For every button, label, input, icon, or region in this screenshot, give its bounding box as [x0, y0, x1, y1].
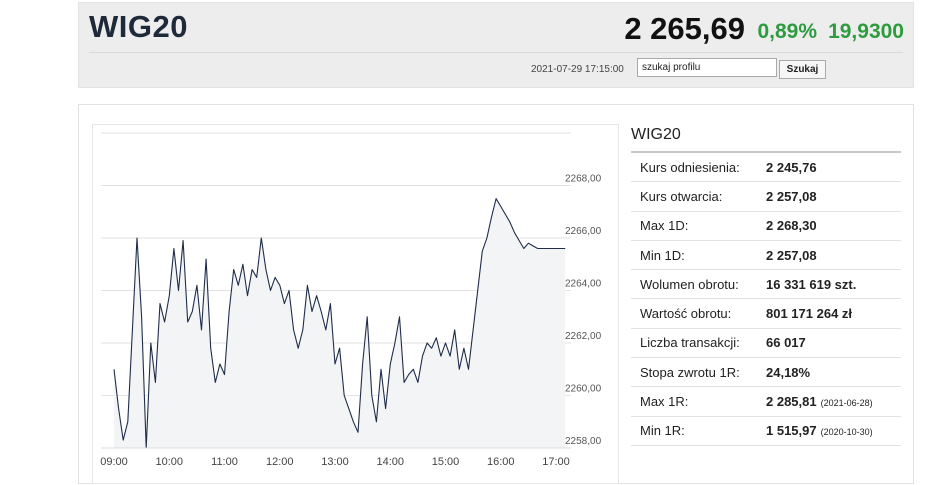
stats-value-text: 16 331 619 szt. — [766, 276, 857, 292]
y-tick-label: 2260,00 — [565, 384, 602, 395]
stats-row: Kurs odniesienia: 2 245,76 — [631, 152, 901, 183]
x-tick-label: 10:00 — [155, 456, 183, 468]
stats-label: Min 1D: — [631, 240, 766, 271]
stats-value-text: 801 171 264 zł — [766, 306, 853, 322]
chart-canvas: 2258,00 2260,00 2262,00 2264,00 2266,00 2268,… — [100, 132, 602, 468]
stats-value-text: 2 245,76 — [766, 159, 817, 175]
x-tick-label: 16:00 — [487, 456, 515, 468]
stats-label: Wolumen obrotu: — [631, 269, 766, 300]
search-profile-input[interactable] — [637, 58, 777, 77]
stats-row: Min 1R: 1 515,97 (2020-10-30) — [631, 416, 901, 446]
stats-row: Liczba transakcji: 66 017 — [631, 328, 901, 359]
stats-label: Kurs otwarcia: — [631, 181, 766, 212]
stats-label: Max 1D: — [631, 211, 766, 241]
stats-label: Stopa zwrotu 1R: — [631, 357, 766, 388]
change-absolute: 19,9300 — [828, 20, 904, 43]
stats-date-note: (2021-06-28) — [820, 398, 873, 409]
stats-label: Min 1R: — [631, 416, 766, 446]
quote-timestamp: 2021-07-29 17:15:00 — [531, 64, 624, 75]
y-tick-label: 2264,00 — [565, 279, 602, 290]
x-tick-label: 13:00 — [321, 456, 349, 468]
stats-value: 24,18% — [766, 357, 901, 388]
x-tick-label: 11:00 — [211, 456, 238, 468]
intraday-chart: 2258,00 2260,00 2262,00 2264,00 2266,00 2268,… — [92, 124, 619, 484]
stats-label: Liczba transakcji: — [631, 328, 766, 359]
stats-row: Wartość obrotu: 801 171 264 zł — [631, 298, 901, 329]
stats-value-text: 2 285,81 — [766, 394, 817, 410]
index-title: WIG20 — [89, 9, 188, 44]
stats-value-text: 2 257,08 — [766, 188, 817, 204]
stats-label: Wartość obrotu: — [631, 298, 766, 329]
stats-label: Max 1R: — [631, 386, 766, 417]
stats-value: 1 515,97 (2020-10-30) — [766, 416, 901, 446]
search-button[interactable]: Szukaj — [779, 60, 826, 79]
stats-value: 2 285,81 (2021-06-28) — [766, 386, 901, 417]
stats-value-text: 66 017 — [766, 335, 806, 351]
y-tick-label: 2262,00 — [565, 331, 602, 342]
quote-header: WIG20 2 265,69 0,89% 19,9300 — [78, 2, 914, 88]
stats-value: 801 171 264 zł — [766, 298, 901, 329]
stats-value-text: 2 268,30 — [766, 218, 817, 234]
stats-value: 2 257,08 — [766, 181, 901, 212]
x-tick-label: 14:00 — [376, 456, 404, 468]
series-area — [114, 198, 566, 448]
stats-row: Kurs otwarcia: 2 257,08 — [631, 181, 901, 212]
series-line — [113, 198, 566, 449]
x-tick-label: 12:00 — [266, 456, 294, 468]
y-tick-label: 2258,00 — [565, 436, 602, 447]
stats-row: Min 1D: 2 257,08 — [631, 240, 901, 271]
stats-value: 2 257,08 — [766, 240, 901, 271]
y-tick-label: 2266,00 — [565, 226, 602, 237]
stats-date-note: (2020-10-30) — [820, 427, 873, 438]
stats-value-text: 24,18% — [766, 364, 811, 380]
stats-table: Kurs odniesienia: 2 245,76 Kurs otwarcia: 2… — [631, 151, 901, 446]
stats-label: Kurs odniesienia: — [631, 152, 766, 183]
stats-row: Stopa zwrotu 1R: 24,18% — [631, 357, 901, 388]
stats-value-text: 1 515,97 — [766, 423, 817, 439]
change-percent: 0,89% — [757, 20, 817, 43]
x-tick-label: 09:00 — [100, 456, 128, 468]
stats-row: Max 1R: 2 285,81 (2021-06-28) — [631, 386, 901, 417]
stats-value: 66 017 — [766, 328, 901, 359]
y-tick-label: 2268,00 — [565, 174, 602, 185]
stats-value: 2 245,76 — [766, 152, 901, 183]
x-tick-label: 15:00 — [432, 456, 460, 468]
stats-value: 16 331 619 szt. — [766, 269, 901, 300]
info-title: WIG20 — [631, 126, 681, 143]
stats-row: Max 1D: 2 268,30 — [631, 211, 901, 241]
stats-value: 2 268,30 — [766, 211, 901, 241]
header-divider — [89, 52, 903, 53]
stats-value-text: 2 257,08 — [766, 247, 817, 263]
stats-row: Wolumen obrotu: 16 331 619 szt. — [631, 269, 901, 300]
x-tick-label: 17:00 — [542, 456, 570, 468]
last-price: 2 265,69 — [624, 11, 745, 46]
